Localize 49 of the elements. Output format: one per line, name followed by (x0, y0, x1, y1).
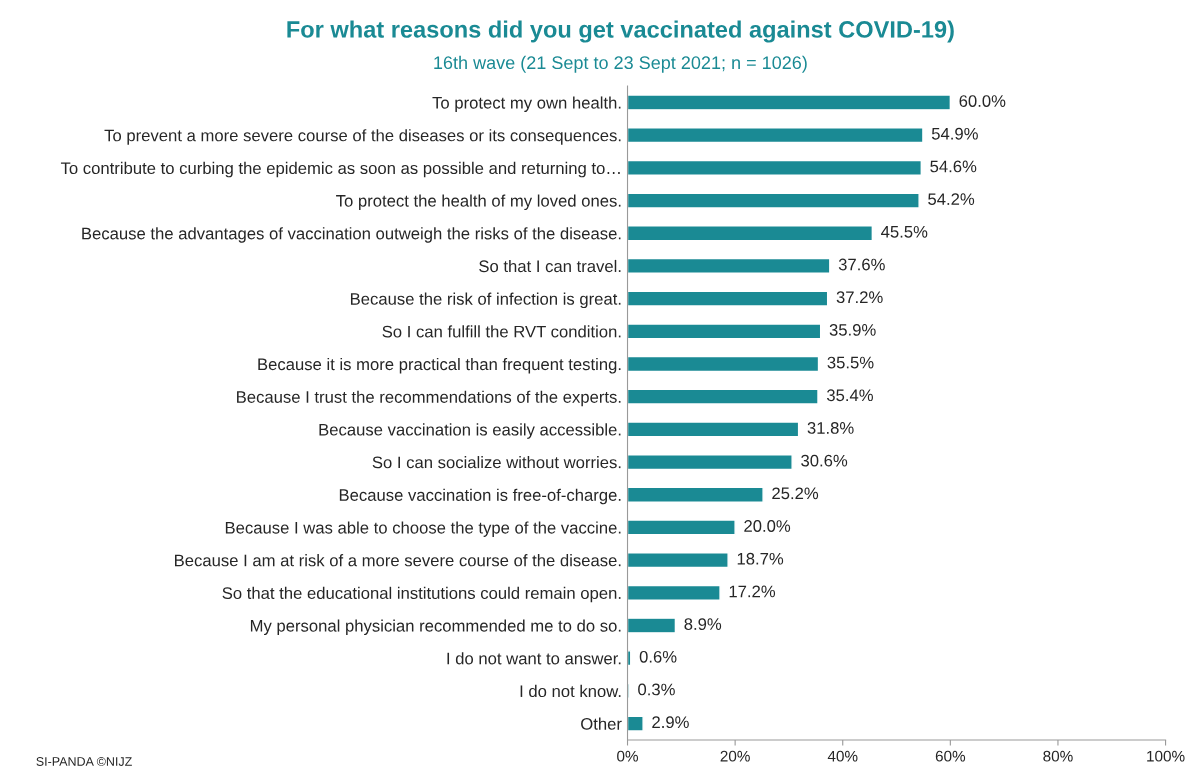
data-label: 35.5% (827, 356, 874, 369)
x-tick-label: 100% (1147, 750, 1185, 762)
x-tick-label: 20% (720, 750, 750, 762)
chart-subtitle: 16th wave (21 Sept to 23 Sept 2021; n = 1026) (434, 55, 807, 73)
y-tick-label: Because the advantages of vaccination outweigh the risks of the disease. (82, 227, 621, 243)
data-label: 8.9% (684, 618, 722, 630)
y-tick-label: So that the educational institutions could remain open. (222, 586, 621, 603)
data-label: 18.7% (737, 552, 784, 565)
data-label: 54.9% (931, 127, 978, 140)
data-label: 31.8% (807, 422, 854, 434)
y-tick-label: To contribute to curbing the epidemic as soon as possible and returning to… (60, 161, 620, 178)
y-tick-label: To prevent a more severe course of the diseases or its consequences. (104, 129, 621, 145)
y-tick-label: Because I trust the recommendations of the experts. (237, 390, 621, 407)
data-label: 0.3% (638, 683, 675, 696)
data-label: 0.6% (639, 650, 677, 663)
y-tick-label: Because vaccination is free-of-charge. (339, 488, 621, 505)
data-label: 45.5% (881, 225, 928, 238)
x-tick-label: 80% (1043, 750, 1073, 762)
y-tick-label: Because I was able to choose the type of the vaccine. (225, 521, 621, 537)
y-tick-label: Because it is more practical than frequent testing. (258, 357, 621, 374)
data-label: 2.9% (652, 716, 689, 729)
data-label: 25.2% (772, 487, 819, 500)
data-label: 17.2% (729, 585, 776, 598)
data-label: 35.4% (826, 389, 873, 402)
data-label: 35.9% (829, 323, 876, 336)
data-label: 54.2% (928, 193, 975, 206)
y-tick-label: To protect my own health. (432, 96, 621, 112)
data-label: 60.0% (959, 95, 1006, 107)
y-tick-label: I do not know. (520, 684, 621, 698)
text: SI-PANDA ©NIJZ (36, 757, 132, 766)
data-label: 37.2% (836, 291, 883, 304)
y-tick-label: My personal physician recommended me to do so. (250, 619, 621, 636)
y-tick-label: Other (581, 717, 622, 730)
data-label: 20.0% (744, 520, 791, 532)
chart-title: For what reasons did you get vaccinated against COVID-19) (287, 20, 954, 43)
data-label: 37.6% (838, 258, 885, 271)
y-tick-label: Because vaccination is easily accessible. (319, 423, 621, 439)
x-tick-label: 40% (827, 750, 858, 762)
y-tick-label: So that I can travel. (479, 259, 621, 273)
data-label: 54.6% (930, 160, 977, 173)
y-tick-label: So I can socialize without worries. (372, 456, 621, 469)
y-tick-label: Because I am at risk of a more severe course of the disease. (175, 554, 621, 567)
x-tick-label: 0% (617, 750, 639, 762)
y-tick-label: Because the risk of infection is great. (350, 292, 621, 309)
y-tick-label: To protect the health of my loved ones. (336, 194, 621, 211)
y-tick-label: So I can fulfill the RVT condition. (382, 325, 621, 338)
y-tick-label: I do not want to answer. (447, 652, 621, 665)
data-label: 30.6% (801, 454, 848, 467)
x-tick-label: 60% (935, 750, 966, 762)
